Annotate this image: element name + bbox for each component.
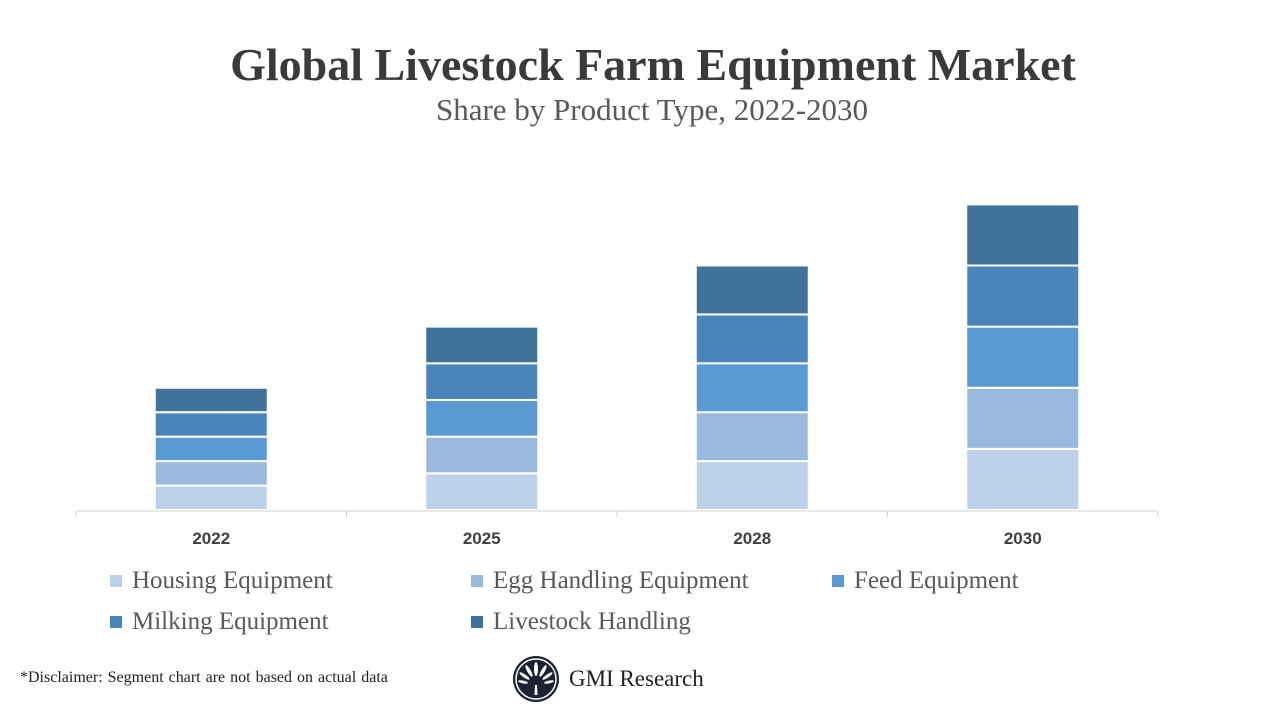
x-tick-label: 2022 <box>192 529 230 548</box>
stacked-bar-chart: 2022 2025 2028 2030 <box>75 203 1159 548</box>
bar-segment-2025-feed-equipment <box>424 398 540 438</box>
x-tick-label: 2030 <box>1004 529 1042 548</box>
brand-name: GMI Research <box>569 666 704 691</box>
legend-label: Livestock Handling <box>493 608 691 635</box>
bar-segment-2025-livestock-handling <box>424 325 540 365</box>
bar-segment-2030-feed-equipment <box>965 325 1081 389</box>
legend-item: Livestock Handling <box>471 608 691 636</box>
bar-segment-2030-housing-equipment <box>965 447 1081 511</box>
legend-swatch <box>110 616 122 628</box>
bar-segment-2025-housing-equipment <box>424 472 540 512</box>
bar-segment-2030-livestock-handling <box>965 203 1081 267</box>
legend-item: Feed Equipment <box>832 567 1019 595</box>
legend-label: Feed Equipment <box>854 567 1019 594</box>
legend-label: Egg Handling Equipment <box>493 567 749 594</box>
bar-segment-2025-egg-handling-equipment <box>424 435 540 475</box>
brand-logo: GMI Research <box>512 655 704 703</box>
bar-segment-2030-egg-handling-equipment <box>965 386 1081 450</box>
x-tick-label: 2025 <box>463 529 501 548</box>
legend-swatch <box>110 575 122 587</box>
gmi-logo-icon <box>513 656 559 702</box>
legend-swatch <box>471 575 483 587</box>
bar-segment-2022-egg-handling-equipment <box>153 460 269 487</box>
disclaimer: *Disclaimer: Segment chart are not based… <box>20 669 388 686</box>
bar-segment-2022-housing-equipment <box>153 484 269 511</box>
bar-segment-2022-livestock-handling <box>153 386 269 414</box>
bar-segment-2030-milking-equipment <box>965 264 1081 328</box>
bar-segment-2022-feed-equipment <box>153 435 269 463</box>
legend-item: Egg Handling Equipment <box>471 567 749 595</box>
bar-segment-2028-feed-equipment <box>694 362 810 414</box>
x-tick-label: 2028 <box>733 529 771 548</box>
bar-segment-2028-egg-handling-equipment <box>694 411 810 463</box>
bar-segment-2028-livestock-handling <box>694 264 810 316</box>
bar-segment-2028-milking-equipment <box>694 313 810 365</box>
bar-segment-2028-housing-equipment <box>694 460 810 512</box>
chart-title: Global Livestock Farm Equipment Market <box>230 39 1076 90</box>
legend-swatch <box>471 616 483 628</box>
legend-swatch <box>832 575 844 587</box>
legend-label: Milking Equipment <box>132 608 329 635</box>
bar-segment-2022-milking-equipment <box>153 411 269 438</box>
chart-subtitle: Share by Product Type, 2022-2030 <box>435 92 869 127</box>
legend-label: Housing Equipment <box>132 567 333 594</box>
legend-item: Milking Equipment <box>110 608 329 636</box>
bar-segment-2025-milking-equipment <box>424 362 540 401</box>
legend-item: Housing Equipment <box>110 567 333 595</box>
